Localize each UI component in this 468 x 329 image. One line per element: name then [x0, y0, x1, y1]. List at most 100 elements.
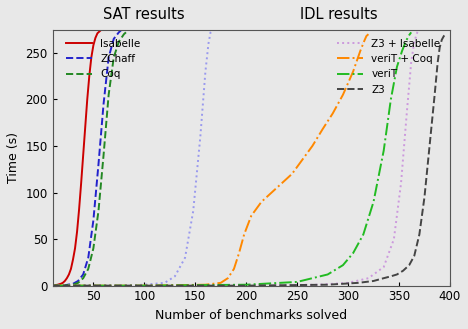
ZChaff	[75, 279, 81, 283]
veriT + Coq	[279, 181, 285, 185]
veriT + Coq	[362, 39, 367, 43]
veriT	[360, 233, 366, 237]
veriT	[403, 39, 409, 43]
ZChaff	[60, 284, 66, 288]
veriT + Coq	[340, 93, 346, 97]
veriT + Coq	[241, 233, 247, 237]
Isabelle	[90, 43, 96, 47]
Z3	[371, 279, 376, 283]
veriT	[243, 283, 249, 287]
veriT + Coq	[218, 281, 224, 285]
Isabelle	[78, 181, 84, 185]
Isabelle	[62, 279, 68, 283]
Isabelle	[97, 29, 102, 33]
Isabelle	[93, 36, 98, 40]
Z3 + Isabelle	[381, 265, 387, 269]
Z3	[243, 284, 249, 288]
ZChaff	[70, 282, 76, 286]
Z3	[427, 144, 432, 148]
Coq	[86, 267, 91, 271]
Coq	[121, 32, 127, 36]
ZChaff	[101, 102, 106, 106]
veriT	[394, 65, 400, 69]
Text: IDL results: IDL results	[300, 7, 378, 22]
Line: Coq: Coq	[52, 32, 126, 286]
Z3	[439, 38, 445, 42]
veriT	[141, 284, 147, 288]
Coq	[101, 153, 106, 157]
veriT + Coq	[231, 267, 237, 271]
Y-axis label: Time (s): Time (s)	[7, 132, 20, 183]
veriT + Coq	[50, 284, 55, 288]
ZChaff	[90, 218, 96, 222]
Coq	[95, 209, 101, 213]
Isabelle	[88, 56, 94, 60]
Isabelle	[101, 28, 106, 32]
Isabelle	[87, 74, 92, 78]
Isabelle	[95, 31, 100, 35]
ZChaff	[116, 30, 122, 34]
Z3 + Isabelle	[366, 276, 371, 280]
veriT + Coq	[249, 214, 254, 218]
veriT	[381, 149, 387, 153]
ZChaff	[50, 284, 55, 288]
veriT + Coq	[225, 276, 231, 280]
veriT	[371, 200, 376, 204]
Z3	[400, 269, 406, 273]
Z3 + Isabelle	[345, 281, 351, 285]
Coq	[80, 276, 86, 280]
Isabelle	[58, 282, 64, 286]
veriT	[340, 263, 346, 267]
veriT + Coq	[203, 283, 208, 287]
veriT	[409, 30, 414, 34]
Z3 + Isabelle	[415, 30, 420, 34]
Line: Z3: Z3	[52, 34, 446, 286]
Line: veriT + Coq: veriT + Coq	[52, 34, 368, 286]
veriT + Coq	[259, 200, 264, 204]
Isabelle	[76, 207, 82, 211]
Isabelle	[55, 283, 60, 287]
Isabelle	[103, 28, 109, 32]
Z3	[443, 32, 449, 36]
Coq	[50, 284, 55, 288]
Z3	[437, 45, 443, 49]
ZChaff	[106, 56, 111, 60]
Isabelle	[72, 246, 78, 250]
Isabelle	[82, 125, 88, 129]
veriT + Coq	[366, 32, 371, 36]
veriT + Coq	[320, 127, 325, 131]
veriT + Coq	[289, 172, 295, 176]
veriT + Coq	[236, 251, 242, 255]
Z3	[432, 93, 438, 97]
Z3 + Isabelle	[50, 284, 55, 288]
Z3	[394, 272, 400, 276]
Line: Z3 + Isabelle: Z3 + Isabelle	[52, 30, 419, 286]
Coq	[90, 246, 96, 250]
veriT + Coq	[358, 49, 363, 53]
veriT	[50, 284, 55, 288]
Isabelle	[74, 230, 80, 234]
veriT + Coq	[310, 144, 315, 148]
Isabelle	[80, 153, 86, 157]
Z3	[435, 60, 440, 64]
veriT	[399, 49, 405, 53]
Z3	[422, 195, 427, 199]
Coq	[116, 40, 122, 44]
Z3	[50, 284, 55, 288]
Z3 + Isabelle	[141, 284, 147, 288]
X-axis label: Number of benchmarks solved: Number of benchmarks solved	[155, 309, 347, 322]
Coq	[106, 93, 111, 97]
Isabelle	[66, 272, 72, 276]
Isabelle	[99, 28, 104, 32]
veriT	[325, 272, 330, 276]
Coq	[111, 56, 117, 60]
Z3	[411, 254, 417, 258]
ZChaff	[86, 256, 91, 260]
Z3	[388, 274, 394, 278]
veriT + Coq	[269, 190, 274, 194]
Isabelle	[70, 258, 76, 262]
Line: veriT: veriT	[52, 32, 411, 286]
Z3 + Isabelle	[404, 107, 410, 111]
Z3	[441, 34, 446, 38]
Z3 + Isabelle	[243, 284, 249, 288]
